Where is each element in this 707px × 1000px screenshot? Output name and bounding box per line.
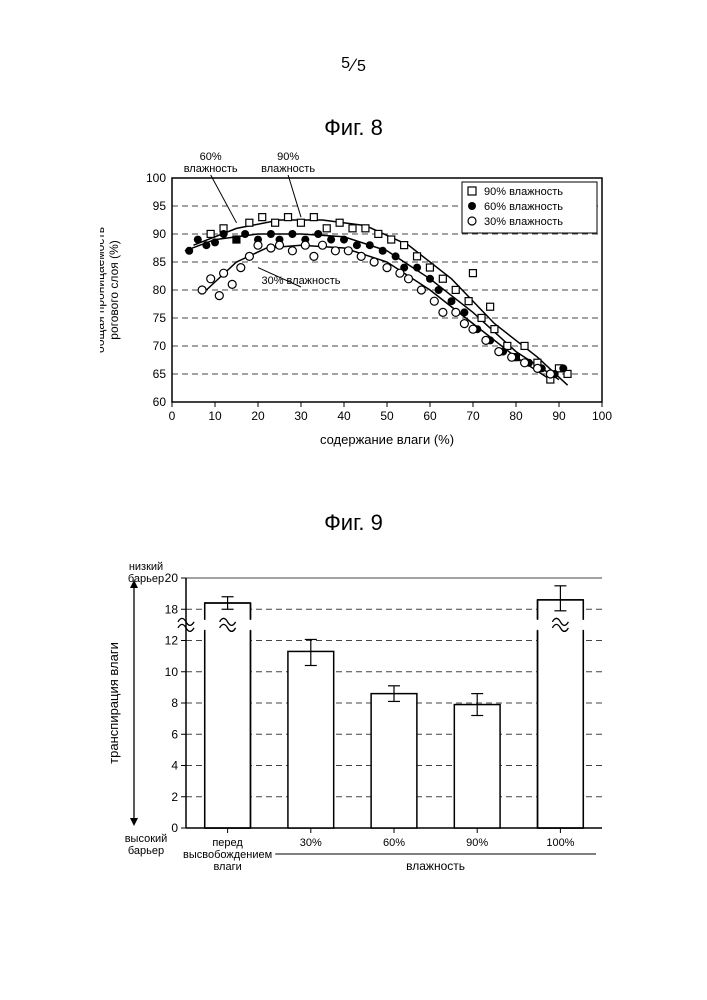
svg-text:100%: 100% [546,837,574,849]
svg-text:30: 30 [294,409,308,423]
svg-text:общая проницаемость: общая проницаемость [100,227,107,353]
svg-text:95: 95 [153,199,167,213]
svg-text:90%: 90% [466,837,488,849]
fig9-caption: Фиг. 9 [0,510,707,536]
svg-text:50: 50 [380,409,394,423]
fig9-chart: 0246810121820транспирация влагинизкийбар… [100,550,620,900]
svg-text:30% влажность: 30% влажность [484,216,563,228]
svg-text:60%: 60% [383,837,405,849]
page-num-total: 5 [357,58,366,75]
svg-text:20: 20 [165,571,179,585]
svg-text:влажность: влажность [261,163,315,175]
svg-text:40: 40 [337,409,351,423]
fig8-chart: 60 65 70 75 80 85 90 95 100 0 10 20 30 40 50 60 70 80 90 10… [100,140,620,450]
svg-text:8: 8 [171,696,178,710]
svg-text:высокий: высокий [125,833,168,845]
svg-text:70: 70 [153,339,167,353]
svg-text:20: 20 [251,409,265,423]
svg-text:влажность: влажность [184,163,238,175]
svg-text:30% влажность: 30% влажность [261,275,340,287]
svg-text:90: 90 [552,409,566,423]
svg-text:80: 80 [509,409,523,423]
svg-text:60% влажность: 60% влажность [484,201,563,213]
svg-text:перед: перед [212,837,243,849]
svg-text:100: 100 [146,171,166,185]
svg-text:12: 12 [165,634,179,648]
svg-text:6: 6 [171,727,178,741]
svg-text:барьер: барьер [128,845,164,857]
svg-text:70: 70 [466,409,480,423]
page-number: 5∕5 [0,55,707,76]
svg-text:100: 100 [592,409,612,423]
svg-text:30%: 30% [300,837,322,849]
svg-text:высвобождением: высвобождением [183,849,272,861]
svg-text:содержание влаги (%): содержание влаги (%) [320,432,454,447]
fig8-caption: Фиг. 8 [0,115,707,141]
svg-text:барьер: барьер [128,573,164,585]
svg-text:влажность: влажность [406,859,465,873]
svg-text:60%: 60% [200,151,222,163]
svg-text:90: 90 [153,227,167,241]
svg-text:60: 60 [153,395,167,409]
svg-text:транспирация влаги: транспирация влаги [106,642,121,764]
page: 5∕5 Фиг. 8 60657075808590951000102030405… [0,0,707,1000]
svg-text:75: 75 [153,311,167,325]
svg-text:0: 0 [169,409,176,423]
svg-text:2: 2 [171,790,178,804]
svg-text:4: 4 [171,759,178,773]
svg-text:90% влажность: 90% влажность [484,186,563,198]
svg-text:влаги: влаги [213,861,241,873]
svg-text:85: 85 [153,255,167,269]
svg-text:65: 65 [153,367,167,381]
svg-text:60: 60 [423,409,437,423]
page-num-current: 5 [341,55,350,72]
svg-text:10: 10 [208,409,222,423]
svg-text:низкий: низкий [129,561,163,573]
svg-text:10: 10 [165,665,179,679]
svg-text:0: 0 [171,821,178,835]
svg-text:90%: 90% [277,151,299,163]
svg-text:18: 18 [165,602,179,616]
svg-text:рогового слоя (%): рогового слоя (%) [107,240,121,339]
svg-text:80: 80 [153,283,167,297]
